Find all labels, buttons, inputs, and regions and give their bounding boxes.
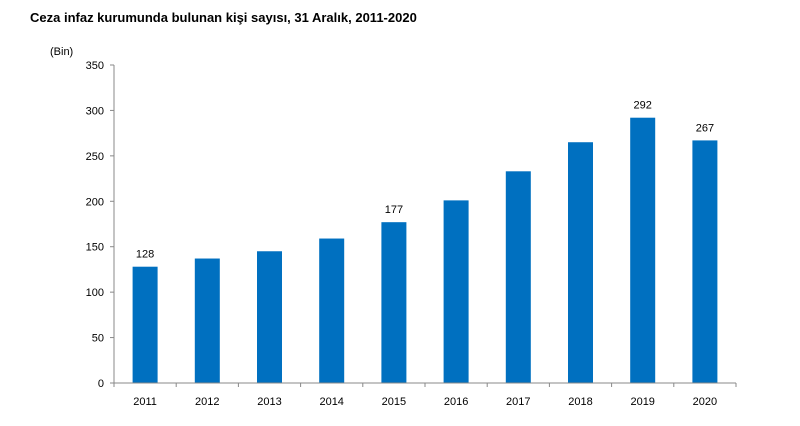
x-tick-label-2011: 2011 — [133, 396, 157, 408]
y-tick-label: 0 — [98, 378, 104, 390]
y-tick-label: 150 — [86, 242, 104, 254]
bar-2018 — [568, 142, 593, 383]
x-tick-label-2019: 2019 — [630, 396, 654, 408]
bar-2013 — [257, 251, 282, 383]
bar-2011 — [132, 266, 158, 383]
data-labels: 128 177 292 267 — [136, 100, 714, 261]
data-label-2011: 128 — [136, 249, 154, 261]
data-label-2019: 292 — [634, 100, 652, 112]
y-tick-label: 300 — [86, 105, 104, 117]
y-tick-label: 50 — [92, 333, 104, 345]
bar-2015 — [381, 222, 407, 383]
y-tick-label: 200 — [86, 196, 104, 208]
bar-2012 — [194, 258, 220, 383]
x-tick-label-2014: 2014 — [319, 396, 343, 408]
x-tick-label-2013: 2013 — [257, 396, 281, 408]
x-tick-label-2018: 2018 — [568, 396, 592, 408]
bar-2019 — [630, 117, 656, 383]
bar-2017 — [505, 171, 531, 383]
chart-title: Ceza infaz kurumunda bulunan kişi sayısı… — [30, 10, 417, 25]
x-tick-label-2020: 2020 — [693, 396, 717, 408]
y-tick-label: 250 — [86, 151, 104, 163]
data-label-2015: 177 — [385, 204, 403, 216]
x-tick-label-2015: 2015 — [382, 396, 406, 408]
x-tick-label-2017: 2017 — [506, 396, 530, 408]
x-tick-label-2016: 2016 — [444, 396, 468, 408]
bar-2020 — [692, 140, 718, 383]
x-axis-ticks: 2011 2012 2013 2014 2015 2016 2017 2018 2019 2020 — [113, 383, 737, 408]
bar-2016 — [443, 200, 469, 383]
bar-2014 — [319, 238, 345, 383]
y-axis-unit-label: (Bin) — [50, 46, 73, 58]
y-tick-label: 100 — [86, 287, 104, 299]
data-label-2020: 267 — [696, 122, 714, 134]
x-tick-label-2012: 2012 — [195, 396, 219, 408]
bars — [132, 117, 718, 383]
y-tick-label: 350 — [86, 60, 104, 72]
y-axis-ticks: 0 50 100 150 200 250 300 350 — [86, 60, 114, 390]
